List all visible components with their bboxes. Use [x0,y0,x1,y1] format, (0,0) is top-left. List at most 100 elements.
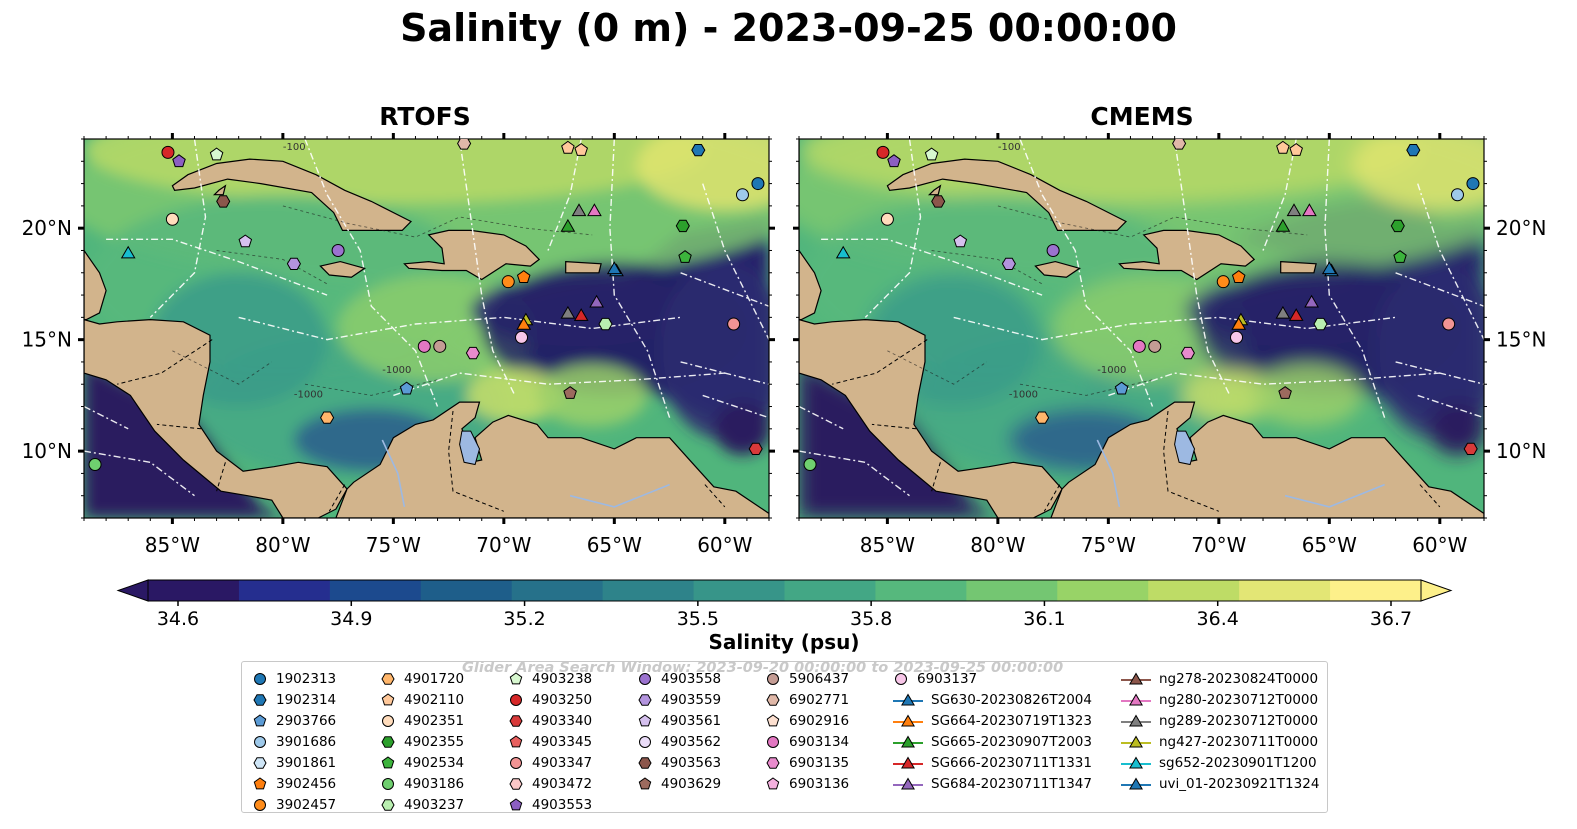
panel-title-rtofs: RTOFS [379,102,471,131]
colorbar-segment [148,580,240,601]
legend-marker [381,755,395,768]
land-cuba [886,158,1128,231]
marker-4903238 [209,147,224,161]
colorbar-label: Salinity (psu) [708,630,860,654]
marker-2903766 [1114,381,1129,395]
colorbar-segment [1057,580,1149,601]
marker-4903250 [161,145,175,159]
marker-SG665-20230907T2003 [560,218,576,232]
marker-4902110 [1289,142,1303,156]
land-puertorico [1280,260,1317,274]
legend-label: 4903186 [404,775,465,792]
legend-item: 4903562 [637,731,721,752]
marker-4903563 [931,195,946,208]
legend-marker [510,756,522,769]
search-window-lines: -100 -1000 -1000 [799,139,1484,497]
circle-icon [254,798,266,811]
legend-label: 6902916 [789,712,850,729]
legend-label: 5906437 [789,670,850,687]
circle-icon [767,672,779,685]
colorbar-segment [602,580,695,601]
marker-1902313 [751,177,765,191]
marker-6902771 [1172,139,1187,150]
colorbar-tick-label: 34.6 [157,608,199,630]
lon-tick-label: 70°W [476,533,531,557]
legend-label: 1902313 [276,670,337,687]
legend-marker [1129,735,1143,747]
hexagon-icon [253,756,267,769]
triangle-line-icon [1121,672,1151,684]
marker-4903238 [924,147,939,161]
marker-4903340 [748,442,763,455]
legend-marker [639,735,651,748]
marker-4903559 [286,257,301,270]
legend-item: 6903136 [765,773,849,794]
legend-item: 4902351 [380,710,464,731]
marker-4902534 [1393,250,1407,263]
circle-icon [639,735,651,748]
legend-item: 4903347 [508,752,592,773]
hexagon-icon [638,756,652,769]
marker-3902457 [501,275,515,289]
legend-item: 3901861 [252,752,336,773]
marker-4902351 [165,212,179,226]
legend-marker [509,797,523,810]
legend-item: 5906437 [765,668,849,689]
legend-item: 4903237 [380,794,464,815]
marker-4903629 [1278,386,1292,399]
land-puertorico [565,260,602,274]
legend-label: 4902351 [404,712,465,729]
marker-4903561 [238,234,253,248]
legend-label: 4903553 [532,796,593,813]
marker-ng289-20230712T0000 [1286,203,1302,217]
legend-marker [253,756,267,769]
panel-title-cmems: CMEMS [1090,102,1194,131]
colorbar-segment [1239,580,1331,601]
legend-marker [767,735,779,748]
legend-item: SG666-20230711T1331 [893,752,1092,773]
search-window-lines: -100 -1000 -1000 [84,139,769,497]
marker-SG666-20230711T1331 [1288,308,1304,321]
legend-item: 4903340 [508,710,592,731]
legend-item: 4903563 [637,752,721,773]
pentagon-icon [509,734,523,747]
circle-icon [510,756,522,769]
marker-4901720 [320,411,335,424]
marker-SG664-20230719T1323 [516,316,532,330]
legend-label: 4903629 [661,775,722,792]
land-jamaica [1034,260,1082,278]
triangle-line-icon [893,756,923,768]
legend-marker [1129,777,1143,789]
marker-2903766 [399,381,414,395]
hexagon-icon [509,714,523,727]
legend-item: 4903561 [637,710,721,731]
lon-tick-label: 70°W [1191,533,1246,557]
legend-label: 4903558 [661,670,722,687]
marker-4903561 [953,234,968,248]
legend-label: 6902771 [789,691,850,708]
legend-label: SG684-20230711T1347 [931,775,1092,792]
legend-marker [901,777,915,789]
marker-1902313 [1466,177,1480,191]
legend-marker [381,735,395,748]
legend-label: 4903559 [661,691,722,708]
land-jamaica [319,260,367,278]
legend-marker [901,714,915,726]
marker-4903340 [1463,442,1478,455]
pentagon-icon [253,776,267,789]
lon-tick-label: 75°W [366,533,421,557]
legend-label: 4903250 [532,691,593,708]
legend-item: 4901720 [380,668,464,689]
colorbar-segment [966,580,1058,601]
marker-ng289-20230712T0000 [571,203,587,217]
legend: 1902313 1902314 2903766 3901686 3901861 39024… [241,661,1328,813]
hexagon-icon [381,798,395,811]
legend-label: 4903561 [661,712,722,729]
legend-label: 4902534 [404,754,465,771]
lat-tick-label-right: 15°N [1496,328,1546,352]
legend-label: 4903237 [404,796,465,813]
legend-marker [895,672,907,685]
legend-marker [253,776,267,789]
colorbar-tick-label: 36.1 [1023,608,1065,630]
colorbar-segment [420,580,513,601]
